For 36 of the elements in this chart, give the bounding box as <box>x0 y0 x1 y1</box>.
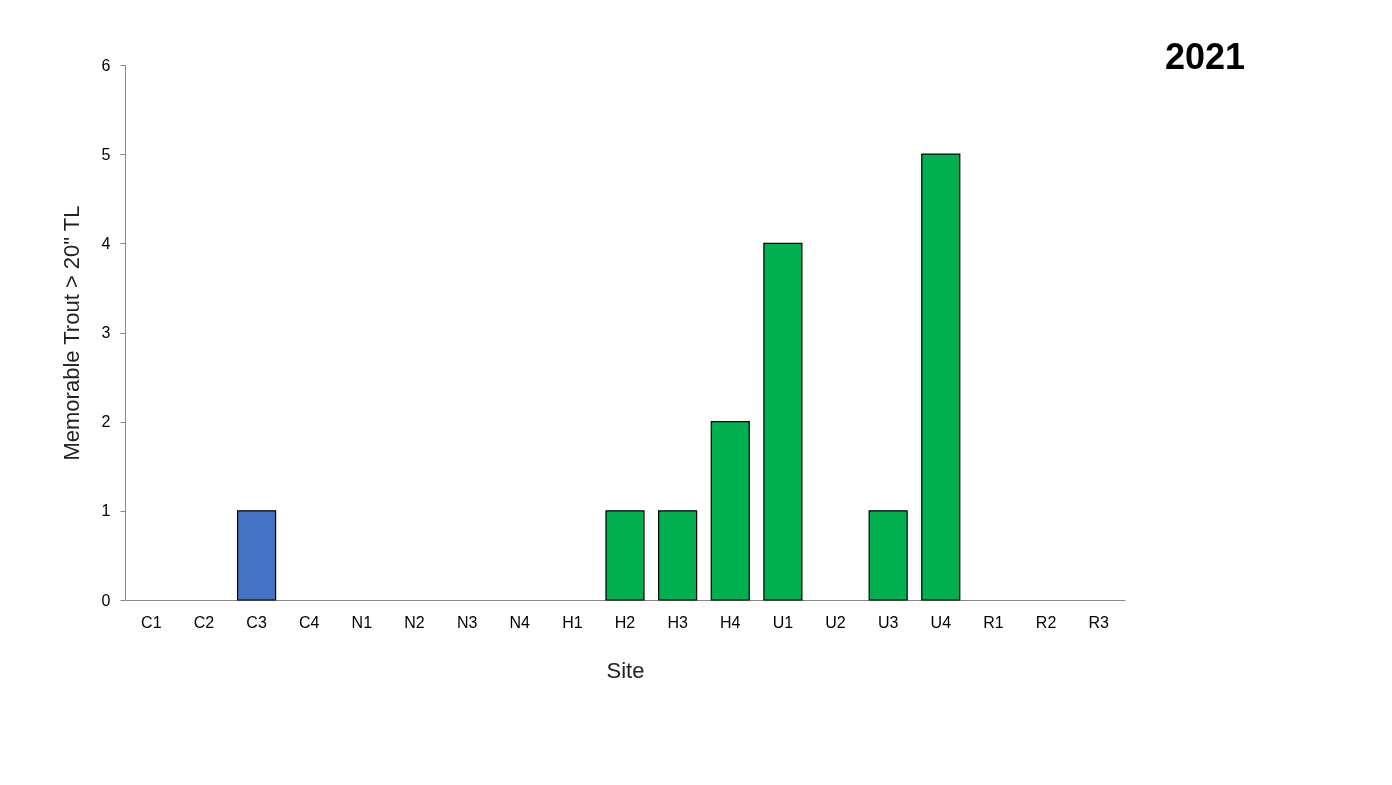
y-tick-label: 4 <box>101 234 111 252</box>
x-tick-label: H2 <box>614 613 636 631</box>
x-tick-label: N4 <box>509 613 531 631</box>
x-tick-label: H3 <box>667 613 688 631</box>
x-tick-label: U3 <box>877 613 899 631</box>
y-tick-label: 1 <box>101 502 111 520</box>
y-axis-title: Memorable Trout > 20" TL <box>58 205 84 461</box>
bar <box>921 153 961 601</box>
x-tick-label: R1 <box>983 613 1004 631</box>
x-tick-label: U2 <box>825 613 846 631</box>
y-tick-label: 3 <box>101 324 111 341</box>
x-tick-label: U4 <box>930 613 952 631</box>
bar <box>868 510 908 601</box>
bar <box>763 242 803 601</box>
y-tick-label: 5 <box>101 145 111 163</box>
x-tick-label: C1 <box>141 613 162 631</box>
y-tick-label: 2 <box>101 413 111 431</box>
bar <box>710 421 750 601</box>
x-tick-label: N3 <box>456 613 478 631</box>
x-tick-label: N1 <box>351 613 373 631</box>
x-tick-label: N2 <box>404 613 425 631</box>
bar <box>658 510 698 601</box>
x-tick-label: C3 <box>246 613 267 631</box>
x-tick-label: H1 <box>562 613 583 631</box>
y-tick-label: 6 <box>101 56 111 74</box>
text: 2021 <box>1164 36 1245 77</box>
x-tick-label: R3 <box>1088 613 1110 631</box>
x-tick-label: C2 <box>193 613 215 631</box>
bar <box>605 510 645 601</box>
x-axis-title: Site <box>606 657 645 683</box>
x-tick-label: R2 <box>1035 613 1057 631</box>
y-tick-label: 0 <box>101 591 111 609</box>
x-tick-label: U1 <box>772 613 794 631</box>
x-tick-label: C4 <box>298 613 320 631</box>
x-tick-label: H4 <box>720 613 741 631</box>
bar <box>236 510 277 601</box>
